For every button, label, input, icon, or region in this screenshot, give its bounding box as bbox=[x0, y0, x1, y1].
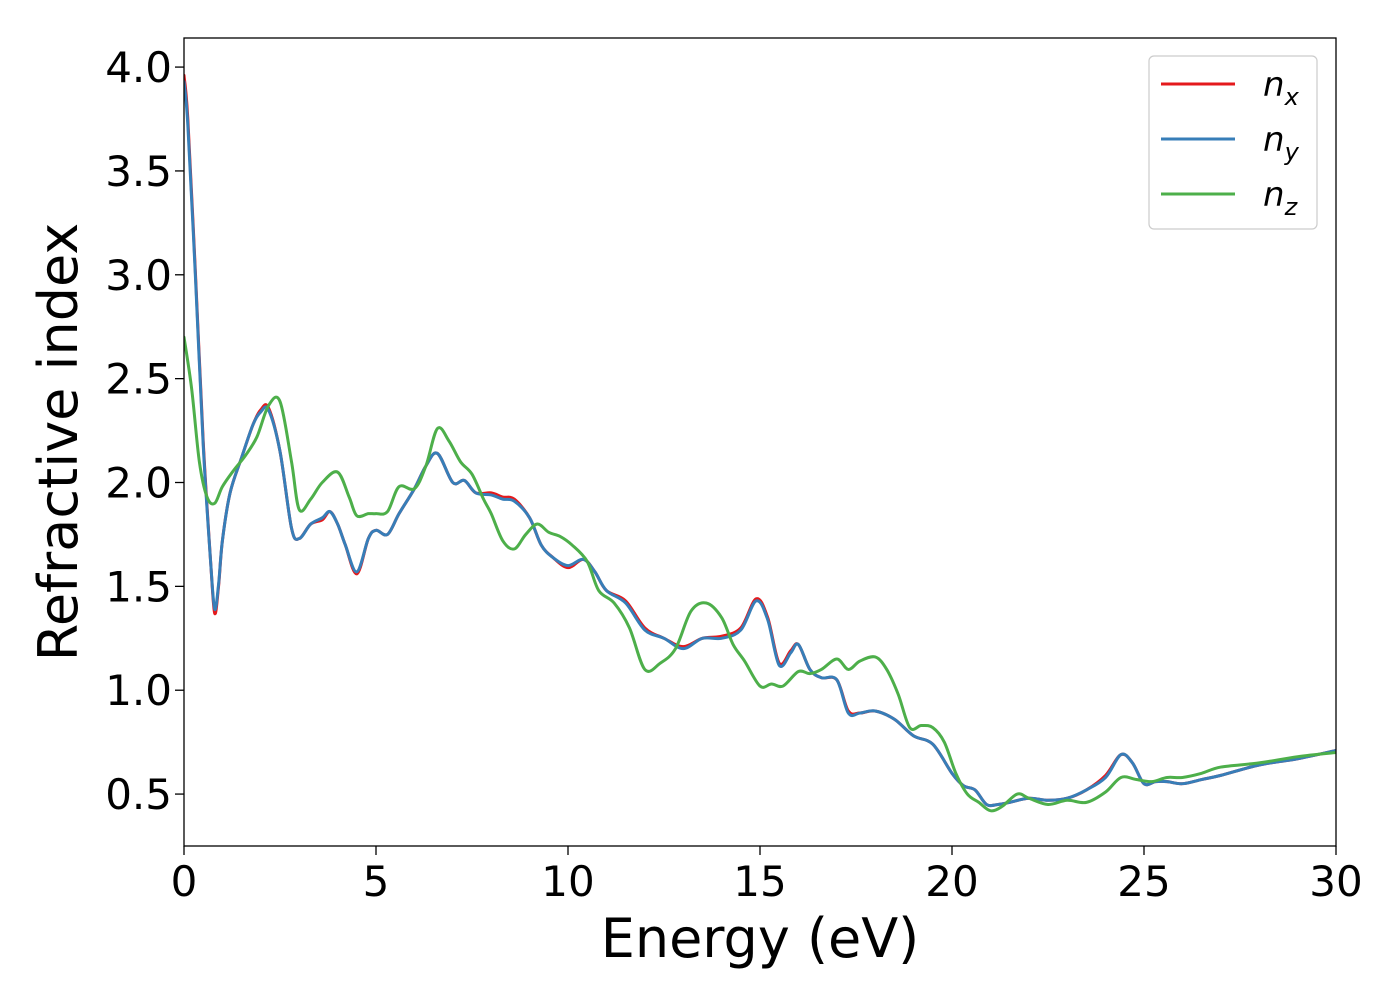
x-tick-label: 25 bbox=[1117, 857, 1170, 906]
y-tick-label: 1.5 bbox=[105, 562, 172, 611]
x-axis-label: Energy (eV) bbox=[601, 907, 920, 970]
x-tick-label: 10 bbox=[541, 857, 594, 906]
legend-label-z: nz bbox=[1263, 175, 1299, 221]
series-line-y bbox=[184, 80, 1336, 808]
y-tick-label: 4.0 bbox=[105, 43, 172, 92]
x-axis-ticks: 0 5 10 15 20 25 30 bbox=[171, 846, 1363, 906]
x-tick-label: 30 bbox=[1309, 857, 1362, 906]
x-tick-label: 15 bbox=[733, 857, 786, 906]
x-tick-label: 5 bbox=[363, 857, 390, 906]
legend-items: nx ny nz bbox=[1161, 65, 1300, 221]
y-tick-label: 2.5 bbox=[105, 355, 172, 404]
x-tick-label: 0 bbox=[171, 857, 198, 906]
legend-box bbox=[1148, 55, 1318, 230]
legend: nx ny nz bbox=[1148, 55, 1318, 230]
y-tick-label: 3.5 bbox=[105, 147, 172, 196]
y-tick-label: 0.5 bbox=[105, 770, 172, 819]
y-tick-label: 2.0 bbox=[105, 459, 172, 508]
y-axis-label: Refractive index bbox=[27, 223, 90, 662]
y-tick-label: 3.0 bbox=[105, 251, 172, 300]
y-tick-label: 1.0 bbox=[105, 666, 172, 715]
legend-label-x: nx bbox=[1263, 65, 1300, 111]
series-line-z bbox=[184, 335, 1336, 813]
x-tick-label: 20 bbox=[925, 857, 978, 906]
series-layer bbox=[184, 73, 1336, 813]
legend-label-y: ny bbox=[1263, 120, 1300, 166]
y-axis-ticks: 0.5 1.0 1.5 2.0 2.5 3.0 3.5 4.0 bbox=[105, 43, 184, 819]
